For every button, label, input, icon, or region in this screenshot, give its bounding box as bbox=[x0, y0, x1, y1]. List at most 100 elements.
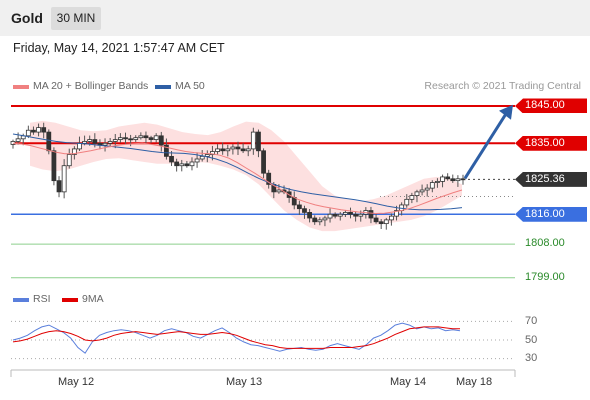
candle-body bbox=[327, 213, 333, 219]
candle-body bbox=[245, 148, 251, 152]
candle-body bbox=[307, 212, 312, 219]
rsi-ma-line bbox=[12, 326, 460, 349]
candle-body bbox=[296, 204, 302, 210]
candle-body bbox=[123, 137, 128, 140]
interval-button[interactable]: 30 MIN bbox=[51, 7, 101, 30]
candle-body bbox=[71, 148, 77, 155]
candle-body bbox=[112, 139, 118, 142]
candle-body bbox=[266, 172, 272, 185]
candle-body bbox=[41, 127, 47, 133]
candle-body bbox=[455, 178, 461, 182]
ma50-line bbox=[12, 133, 463, 211]
candle-body bbox=[276, 189, 282, 193]
candle-body bbox=[240, 148, 246, 152]
rsi-tick-70: 70 bbox=[525, 315, 538, 327]
candle-body bbox=[184, 163, 190, 167]
candle-body bbox=[235, 146, 241, 150]
x-label-may18: May 18 bbox=[456, 376, 493, 388]
candle-body bbox=[220, 148, 226, 152]
level-label-1835.00: 1835.00 bbox=[515, 135, 587, 151]
candle-body bbox=[353, 213, 359, 217]
timestamp: Friday, May 14, 2021 1:57:47 AM CET bbox=[13, 41, 225, 55]
level-label-1799.00: 1799.00 bbox=[525, 270, 565, 283]
symbol-title: Gold bbox=[11, 10, 43, 26]
candle-body bbox=[322, 217, 328, 221]
bollinger-band bbox=[30, 120, 462, 232]
candle-body bbox=[77, 142, 82, 150]
candle-body bbox=[143, 135, 149, 139]
candle-body bbox=[36, 127, 41, 133]
candle-body bbox=[138, 135, 144, 139]
candle-body bbox=[225, 148, 231, 152]
candle-body bbox=[56, 180, 62, 193]
candle-body bbox=[383, 219, 389, 225]
candle-body bbox=[445, 176, 451, 180]
rsi-ma-legend-swatch bbox=[62, 298, 78, 302]
candle-body bbox=[164, 144, 169, 157]
candle-body bbox=[419, 189, 425, 193]
candle-body bbox=[117, 137, 123, 140]
title-bar: Gold 30 MIN bbox=[0, 0, 590, 36]
candle-body bbox=[230, 146, 236, 150]
candle-body bbox=[82, 141, 87, 144]
rsi-tick-50: 50 bbox=[525, 334, 538, 346]
ma50-legend-label: MA 50 bbox=[175, 80, 205, 92]
bb-legend-label: MA 20 + Bollinger Bands bbox=[33, 80, 149, 92]
candle-body bbox=[215, 148, 220, 152]
candle-body bbox=[250, 131, 256, 150]
candle-body bbox=[102, 142, 108, 146]
candle-body bbox=[394, 210, 399, 217]
rsi-tick-30: 30 bbox=[525, 352, 538, 364]
bb-legend-swatch bbox=[13, 85, 29, 89]
candle-body bbox=[210, 151, 215, 155]
projection-arrow-head bbox=[499, 104, 513, 120]
rsi-line bbox=[12, 322, 461, 354]
candle-body bbox=[61, 165, 67, 193]
candle-body bbox=[92, 139, 98, 144]
candle-body bbox=[348, 212, 353, 215]
candle-body bbox=[404, 198, 410, 206]
candle-body bbox=[414, 191, 420, 197]
candle-body bbox=[10, 141, 16, 145]
candle-body bbox=[15, 138, 21, 142]
rsi-legend-swatch bbox=[13, 298, 29, 302]
ma20-line bbox=[12, 142, 463, 215]
candle-body bbox=[133, 137, 139, 140]
candle-body bbox=[302, 208, 307, 213]
ma50-legend-swatch bbox=[155, 85, 171, 89]
level-label-1825.36: 1825.36 bbox=[515, 171, 587, 187]
candle-body bbox=[460, 178, 466, 181]
candle-body bbox=[317, 219, 323, 223]
candle-body bbox=[31, 129, 36, 133]
projection-arrow bbox=[463, 113, 508, 180]
candle-body bbox=[179, 163, 185, 167]
candle-body bbox=[337, 213, 343, 217]
credit-text: Research © 2021 Trading Central bbox=[424, 80, 581, 92]
candle-body bbox=[51, 150, 57, 182]
candle-body bbox=[373, 217, 379, 223]
candle-body bbox=[66, 154, 72, 167]
candle-body bbox=[312, 217, 318, 223]
candle-body bbox=[368, 210, 374, 219]
candle-body bbox=[450, 178, 456, 182]
candle-body bbox=[25, 129, 31, 137]
candle-body bbox=[429, 182, 435, 189]
candle-body bbox=[169, 155, 174, 163]
x-label-may12: May 12 bbox=[58, 376, 95, 388]
candle-body bbox=[256, 131, 261, 152]
level-label-1845.00: 1845.00 bbox=[515, 98, 587, 114]
candle-body bbox=[261, 150, 266, 174]
candle-body bbox=[189, 161, 195, 167]
level-label-1808.00: 1808.00 bbox=[525, 237, 565, 250]
x-label-may13: May 13 bbox=[226, 376, 263, 388]
candle-body bbox=[199, 155, 205, 160]
candle-body bbox=[46, 131, 52, 152]
candle-body bbox=[174, 161, 180, 167]
candle-body bbox=[378, 221, 384, 225]
candle-body bbox=[194, 158, 200, 163]
rsi-ma-legend-label: 9MA bbox=[82, 293, 104, 305]
level-label-1816.00: 1816.00 bbox=[515, 206, 587, 222]
candle-body bbox=[342, 212, 348, 215]
candle-body bbox=[409, 195, 415, 200]
